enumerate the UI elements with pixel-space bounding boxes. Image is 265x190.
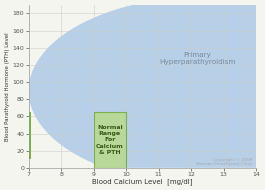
Text: Normal
Range
For
Calcium
& PTH: Normal Range For Calcium & PTH (96, 125, 124, 155)
Text: Copyright © 2008
Norman Parathyroid Clinic: Copyright © 2008 Norman Parathyroid Clin… (196, 158, 253, 166)
X-axis label: Blood Calcium Level  [mg/dl]: Blood Calcium Level [mg/dl] (92, 178, 193, 185)
Bar (94, 112, 126, 168)
Y-axis label: Blood Parathyroid Hormone (PTH) Level: Blood Parathyroid Hormone (PTH) Level (5, 32, 10, 141)
Polygon shape (29, 5, 256, 168)
Bar (26, 112, 31, 159)
Text: Primary
Hyperparathyroidism: Primary Hyperparathyroidism (160, 51, 236, 65)
